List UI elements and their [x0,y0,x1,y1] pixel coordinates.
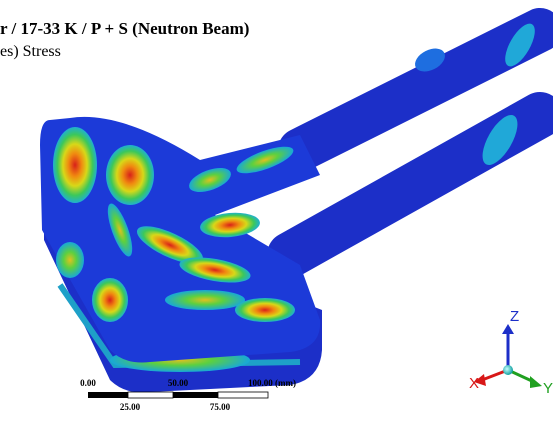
model [40,19,541,392]
scale-segment [173,392,218,398]
scale-label: 0.00 [80,378,96,388]
hotspot [92,278,128,322]
scale-segment [128,392,173,398]
x-label: X [469,375,479,392]
z-arrow [502,324,514,334]
hotspot [56,242,84,278]
subtitle: es) Stress [0,43,61,60]
hotspot [53,127,97,203]
origin [503,365,513,375]
scale-bar: 0.00 50.00 100.00 (mm) 25.00 75.00 [80,378,296,412]
scale-label: 25.00 [120,402,141,412]
y-label: Y [543,380,553,397]
scale-label: 75.00 [210,402,231,412]
scale-label: 100.00 (mm) [248,378,296,388]
title: r / 17-33 K / P + S (Neutron Beam) [0,19,249,38]
viewport: r / 17-33 K / P + S (Neutron Beam) es) S… [0,0,553,441]
z-label: Z [510,308,519,325]
scale-segment [88,392,128,398]
hotspot [106,145,154,205]
scale-segment [218,392,268,398]
axis-triad: Z X Y [469,308,553,397]
y-arrow [530,376,542,388]
hotspot [165,290,245,310]
hotspot [235,298,295,322]
page: r / 17-33 K / P + S (Neutron Beam) es) S… [0,0,553,441]
scale-label: 50.00 [168,378,189,388]
